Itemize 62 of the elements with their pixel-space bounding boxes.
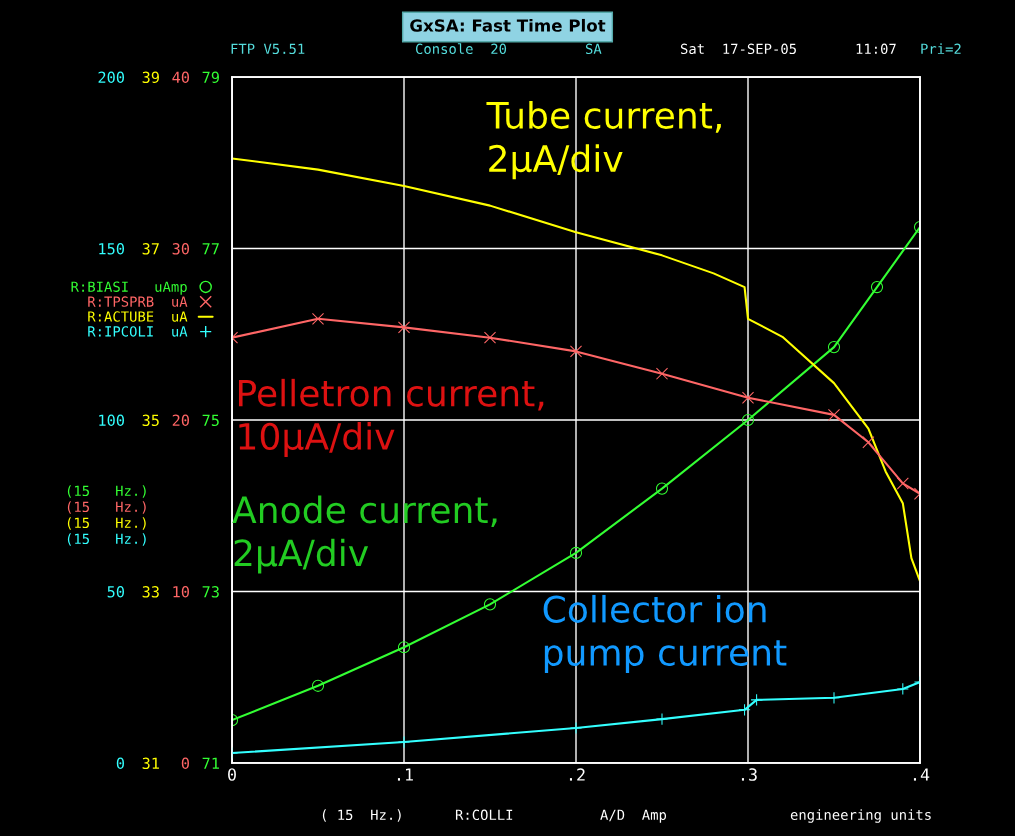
text: Pri=2 [921,43,961,54]
y-tick-label: 39 [142,71,159,84]
x-tick-label: .2 [569,768,585,781]
text: A/D Amp [600,809,667,823]
text: engineering units [790,809,931,823]
legend-label: R:TPSPRB uA [88,296,188,307]
chart-title: GxSA: Fast Time Plot [410,18,606,32]
annotation: Pelletron current, 10μA/div [238,378,544,457]
point [569,345,583,358]
point [896,477,909,490]
x-tick-label: .1 [397,768,413,781]
point [483,331,497,344]
point [870,281,884,294]
x-tick-label: 0 [228,768,236,781]
point [397,641,411,654]
y-tick-label: 33 [142,586,159,598]
y2-tick-label: 40 [172,71,190,84]
y2-tick-label: 0 [181,757,190,770]
text: Sat 17-SEP-05 [680,43,796,55]
point [862,436,875,449]
point [311,679,325,692]
legend-label: R:ACTUBE uA [88,311,188,322]
x-tick-label: .3 [741,768,757,781]
point [397,321,411,334]
y2-tick-label: 50 [107,586,125,598]
y2-tick-label: 20 [172,414,190,427]
y-tick-label: 37 [142,243,159,255]
y-tick-label: 79 [202,71,219,84]
y2-tick-label: 0 [116,757,125,770]
y2-tick-label: 30 [172,243,190,255]
point [569,546,583,559]
point [655,367,669,380]
legend-label: R:IPCOLI uA [88,326,188,337]
point [741,391,755,404]
y2-tick-label: 200 [98,71,125,84]
point [483,598,497,611]
y2-tick-label: 10 [173,586,190,598]
text: (15 Hz.) [67,501,146,514]
y-tick-label: 31 [142,757,159,770]
text: (15 Hz.) [67,517,146,530]
text: R:COLLI [455,809,513,821]
text: FTP V5.51 [231,43,305,55]
text: SA [585,43,602,55]
y2-tick-label: 150 [99,243,125,255]
text: Console 20 [415,43,507,55]
point [827,408,841,421]
point [655,482,669,495]
point [741,413,755,427]
point [311,312,325,325]
y-tick-label: 71 [202,757,219,769]
y-tick-label: 77 [202,243,219,255]
y-tick-label: 73 [202,586,219,598]
text: (15 Hz.) [67,533,146,546]
point [827,341,841,354]
x-tick-label: .4 [913,768,930,781]
text: (15 Hz.) [67,485,146,498]
y-tick-label: 35 [142,414,159,427]
y2-tick-label: 100 [99,414,125,427]
text: 11:07 [856,43,896,55]
text: ( 15 Hz.) [322,809,401,822]
legend-label: R:BIASI uAmp [71,281,187,295]
y-tick-label: 75 [202,414,219,427]
